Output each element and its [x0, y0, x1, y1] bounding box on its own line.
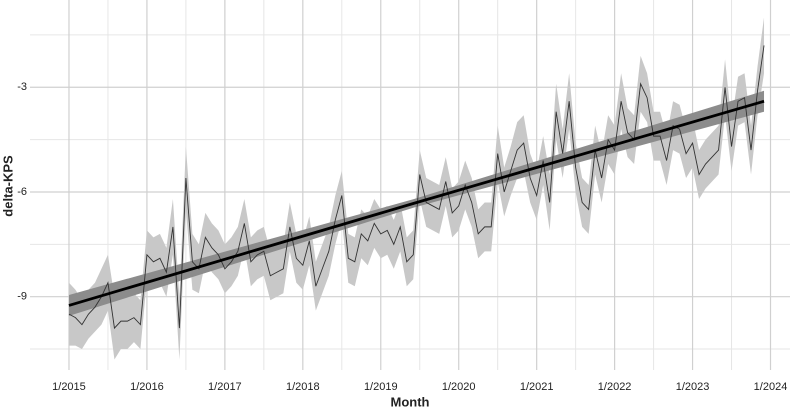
y-tick-label: -9	[17, 291, 27, 303]
data-line	[68, 45, 765, 330]
x-tick-label: 1/2024	[754, 381, 788, 393]
x-tick-label: 1/2019	[364, 381, 398, 393]
y-axis-label: delta-KPS	[0, 155, 15, 217]
trend-line	[68, 99, 765, 307]
x-tick-label: 1/2015	[52, 381, 86, 393]
y-tick-label: -6	[17, 186, 27, 198]
x-tick-label: 1/2017	[208, 381, 242, 393]
confidence-band	[68, 17, 765, 360]
x-tick-label: 1/2016	[130, 381, 164, 393]
x-tick-label: 1/2022	[598, 381, 632, 393]
x-axis-label: Month	[391, 394, 430, 409]
x-tick-label: 1/2018	[286, 381, 320, 393]
x-tick-label: 1/2021	[520, 381, 554, 393]
x-tick-label: 1/2023	[676, 381, 710, 393]
x-tick-label: 1/2020	[442, 381, 476, 393]
y-tick-label: -3	[17, 81, 27, 93]
